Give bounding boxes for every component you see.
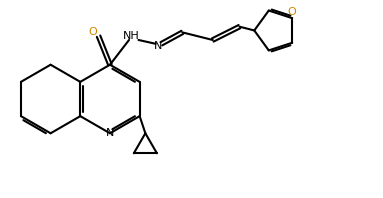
Text: N: N	[106, 128, 114, 138]
Text: N: N	[153, 41, 162, 51]
Text: O: O	[288, 8, 296, 17]
Text: NH: NH	[123, 31, 139, 41]
Text: O: O	[88, 27, 97, 37]
